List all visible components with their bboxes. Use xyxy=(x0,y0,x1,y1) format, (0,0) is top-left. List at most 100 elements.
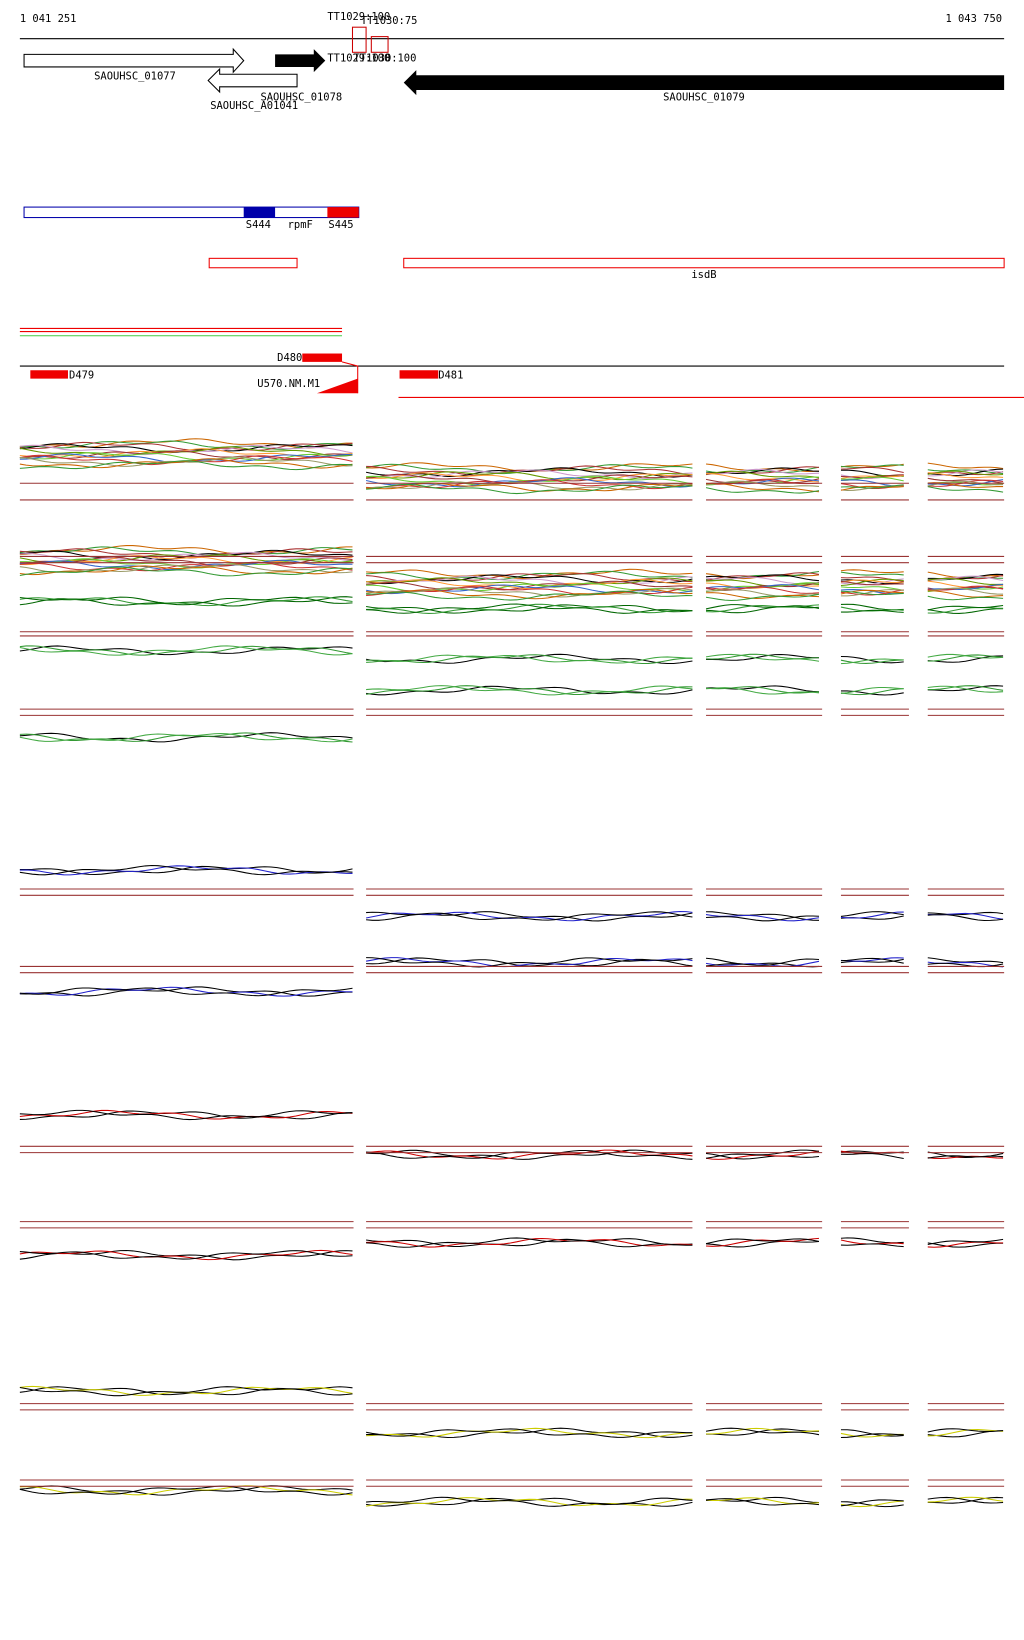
feature-label: TT1030:75 xyxy=(361,15,418,27)
trace xyxy=(840,569,904,574)
trace xyxy=(927,486,1004,493)
trace xyxy=(705,574,820,582)
trace xyxy=(366,1497,693,1507)
trace xyxy=(840,571,904,576)
trace xyxy=(927,685,1004,692)
trace xyxy=(19,1386,353,1397)
trace xyxy=(927,914,1004,922)
ruler-start: 1 041 251 xyxy=(20,13,77,25)
trace xyxy=(927,479,1004,487)
trace xyxy=(927,1242,1004,1248)
trace xyxy=(927,606,1004,614)
trace xyxy=(705,958,820,967)
trace xyxy=(840,606,904,612)
trace xyxy=(705,1427,820,1436)
region-track xyxy=(23,206,1005,269)
trace xyxy=(840,1499,904,1507)
trace xyxy=(705,480,820,487)
trace xyxy=(366,471,693,481)
trace xyxy=(840,589,904,597)
trace xyxy=(705,914,820,922)
trace xyxy=(366,482,693,492)
trace xyxy=(366,654,693,665)
trace xyxy=(840,690,904,696)
trace xyxy=(927,1429,1004,1437)
trace xyxy=(840,463,904,468)
trace xyxy=(705,1238,820,1245)
trace xyxy=(366,1238,693,1248)
trace xyxy=(705,586,820,594)
trace xyxy=(706,592,820,599)
ruler-end: 1 043 750 xyxy=(945,13,1002,25)
trace xyxy=(19,456,353,467)
feature-boxes xyxy=(351,26,389,53)
trace xyxy=(840,590,904,596)
trace xyxy=(366,1149,693,1160)
trace xyxy=(705,593,820,601)
trace xyxy=(366,483,693,495)
trace xyxy=(840,579,904,583)
trace xyxy=(705,653,820,662)
trace xyxy=(927,472,1004,479)
trace xyxy=(19,645,353,656)
segment-label: U570.NM.M1 xyxy=(257,378,320,390)
trace xyxy=(840,656,904,664)
trace xyxy=(840,658,904,665)
trace xyxy=(19,596,353,606)
trace xyxy=(927,1428,1004,1433)
trace xyxy=(366,575,693,586)
trace xyxy=(840,911,904,917)
trace xyxy=(705,604,820,610)
trace xyxy=(705,1152,820,1160)
trace xyxy=(19,1485,353,1496)
trace xyxy=(365,467,693,478)
trace xyxy=(840,1500,904,1508)
trace xyxy=(19,732,353,743)
region-label: S444 xyxy=(246,219,271,231)
trace xyxy=(706,915,820,922)
region-label: S445 xyxy=(328,219,353,231)
trace xyxy=(927,655,1004,663)
trace xyxy=(19,1249,353,1261)
trace xyxy=(927,462,1004,469)
trace xyxy=(927,685,1004,691)
gene-arrows xyxy=(23,47,1005,96)
trace xyxy=(19,546,353,557)
trace xyxy=(19,1250,353,1260)
gene-label: SAOUHSC_01077 xyxy=(94,70,176,82)
trace xyxy=(927,1496,1004,1503)
trace xyxy=(19,1249,353,1261)
trace xyxy=(927,587,1004,595)
trace xyxy=(706,589,819,597)
trace xyxy=(927,575,1004,581)
trace xyxy=(19,565,353,576)
trace xyxy=(927,911,1004,916)
trace xyxy=(366,603,693,614)
trace xyxy=(366,911,693,921)
gene-label: SAOUHSC_A01041 xyxy=(210,100,298,112)
trace xyxy=(840,466,904,474)
trace xyxy=(19,1110,353,1120)
trace xyxy=(706,604,820,613)
trace xyxy=(19,732,353,743)
feature-label: TT1029:100 xyxy=(327,53,390,65)
region-label: rpmF xyxy=(288,219,313,231)
trace xyxy=(927,470,1004,476)
trace xyxy=(705,1149,820,1159)
trace xyxy=(366,1149,693,1160)
trace xyxy=(19,1109,353,1120)
gene-label: SAOUHSC_01079 xyxy=(663,91,745,103)
trace xyxy=(705,960,820,967)
segment-track xyxy=(19,327,1024,398)
trace xyxy=(840,485,904,491)
trace xyxy=(19,864,353,876)
segment-label: D481 xyxy=(438,370,463,382)
trace xyxy=(366,685,693,696)
trace xyxy=(19,566,353,577)
trace xyxy=(19,1485,353,1496)
trace xyxy=(840,579,904,585)
trace xyxy=(840,957,904,962)
trace xyxy=(706,1428,819,1436)
trace xyxy=(927,479,1004,487)
